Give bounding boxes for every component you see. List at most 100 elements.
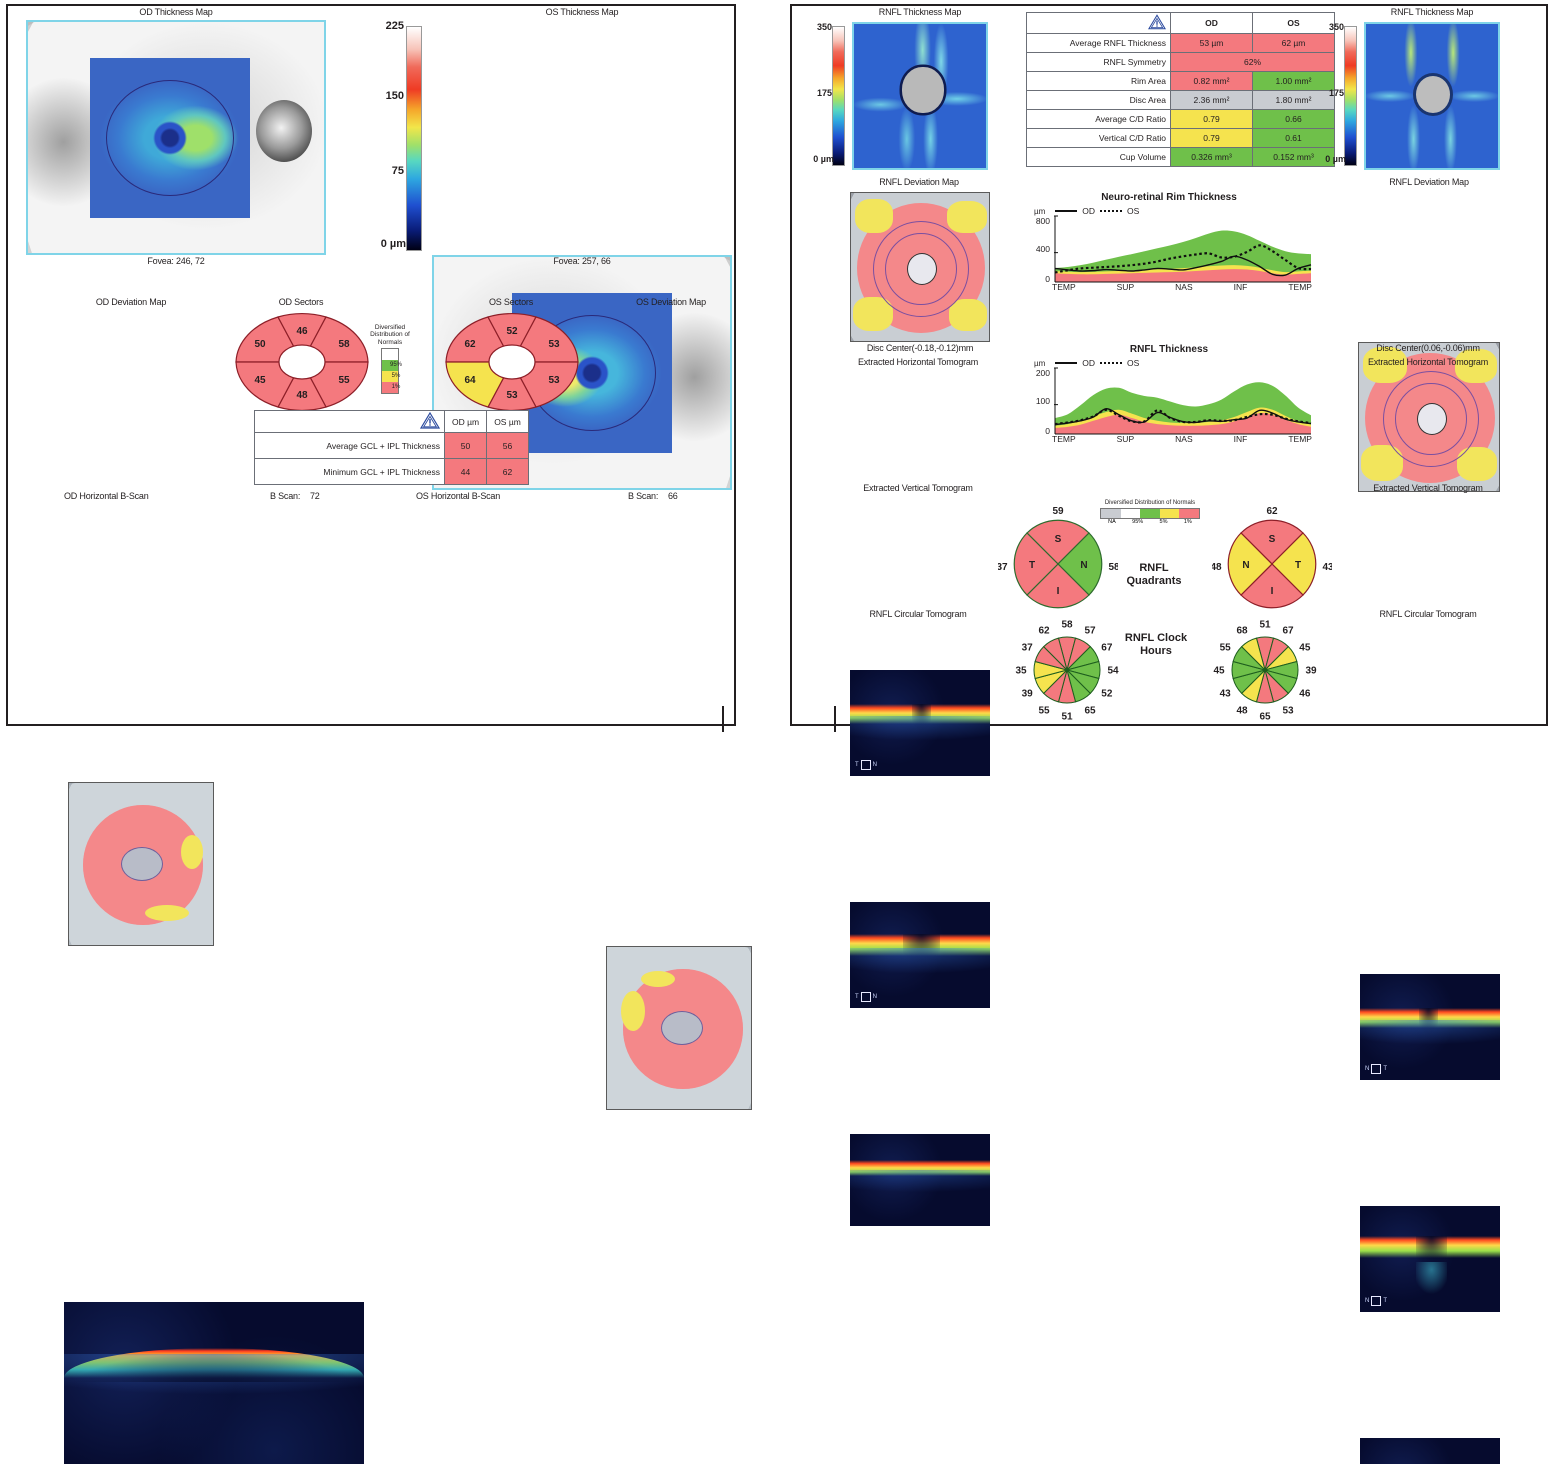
gcl-ipl-summary-table[interactable]: OD µm OS µm Average GCL + IPL Thickness …	[254, 410, 529, 485]
rnfl-colorbar-tick-175: 175	[816, 88, 832, 98]
colorbar-tick-75: 75	[391, 165, 404, 177]
table-row: Disc Area 2.36 mm² 1.80 mm²	[1026, 90, 1335, 110]
oct-report-page: OD Thickness Map Fovea: 246, 72 225 150 …	[6, 4, 1548, 1464]
od-circular-tomogram[interactable]	[850, 1134, 990, 1226]
od-disc-center: Disc Center(-0.18,-0.12)mm	[866, 343, 974, 353]
os-circular-tomogram[interactable]	[1360, 1438, 1500, 1464]
quadrants-legend-1: 1%	[1183, 518, 1192, 525]
normals-legend-caption: Diversified Distribution of Normals	[370, 324, 410, 346]
summary-row4-os: 0.66	[1252, 109, 1335, 129]
normals-legend-bar	[381, 348, 399, 395]
clock-hour-value: 62	[1038, 626, 1050, 637]
clock-hour-value: 51	[1259, 620, 1271, 631]
neuroretinal-rim-thickness-chart[interactable]: Neuro-retinal Rim Thickness µm OD OS 800…	[1024, 192, 1314, 332]
clock-hour-value: 54	[1107, 666, 1119, 677]
macular-ganglion-cell-panel: OD Thickness Map Fovea: 246, 72 225 150 …	[6, 4, 752, 1464]
od-rnfl-thickness-map-title: RNFL Thickness Map	[878, 7, 962, 17]
clock-hour-value: 51	[1061, 712, 1073, 723]
os-quad-nasal-value: 48	[1212, 562, 1222, 573]
od-bscan-title: OD Horizontal B-Scan	[64, 491, 149, 501]
os-rnfl-thickness-map[interactable]	[1364, 22, 1500, 170]
clock-hour-value: 35	[1015, 666, 1027, 677]
od-sectors-chart[interactable]: 46 58 55 48 45 50	[234, 310, 370, 414]
gcl-row1-od: 44	[444, 458, 487, 485]
os-quad-T-label: T	[1295, 560, 1301, 571]
clock-hour-value: 58	[1061, 620, 1073, 631]
rim-ytick-400: 400	[1035, 244, 1050, 254]
os-deviation-map[interactable]	[606, 946, 752, 1110]
rim-ytick-0: 0	[1045, 274, 1050, 284]
rnfl-xtick-2: NAS	[1175, 434, 1193, 444]
gcl-row1-label: Minimum GCL + IPL Thickness	[254, 458, 445, 485]
rim-legend-os-line	[1100, 210, 1123, 212]
summary-row1-label: RNFL Symmetry	[1026, 52, 1171, 72]
table-row: Vertical C/D Ratio 0.79 0.61	[1026, 128, 1335, 148]
od-thickness-map-title: OD Thickness Map	[139, 7, 213, 17]
onh-summary-table[interactable]: OD OS Average RNFL Thickness 53 µm 62 µm…	[1026, 12, 1335, 167]
quadrants-legend-strip	[1100, 507, 1200, 519]
clock-hour-value: 48	[1236, 705, 1248, 716]
warning-triangle-icon	[1026, 12, 1171, 34]
summary-row2-label: Rim Area	[1026, 71, 1171, 91]
rim-xtick-3: INF	[1233, 282, 1248, 292]
clock-hour-value: 68	[1236, 626, 1248, 637]
od-rnfl-thickness-map[interactable]	[852, 22, 988, 170]
os-sector-inferior: 53	[506, 390, 518, 401]
od-quad-T-label: T	[1029, 560, 1035, 571]
os-rnfl-clock-hours[interactable]: 51 67 45 39 46 53 65 48 43 45 55 68	[1206, 614, 1324, 731]
os-sector-inferonasal: 53	[548, 375, 560, 386]
gcl-row0-label: Average GCL + IPL Thickness	[254, 432, 445, 459]
od-rnfl-colorbar: 350 175 0 µm	[806, 22, 848, 170]
table-row: Rim Area 0.82 mm² 1.00 mm²	[1026, 71, 1335, 91]
od-bscan-index-label: B Scan:	[270, 491, 301, 501]
os-sectors-chart[interactable]: 52 53 53 53 64 62	[444, 310, 580, 414]
od-quad-superior-value: 59	[1052, 506, 1064, 517]
rnfl-clock-hours-title: RNFL Clock Hours	[1124, 632, 1188, 658]
od-horizontal-bscan[interactable]: T N	[64, 1302, 364, 1464]
os-quad-superior-value: 62	[1266, 506, 1278, 517]
os-rnfl-thickness-map-title: RNFL Thickness Map	[1390, 7, 1474, 17]
summary-row2-od: 0.82 mm²	[1170, 71, 1253, 91]
rnfl-thickness-chart[interactable]: RNFL Thickness µm OD OS 200 100 0 TEMP S…	[1024, 344, 1314, 484]
summary-row6-od: 0.326 mm³	[1170, 147, 1253, 167]
gcl-row0-os: 56	[486, 432, 529, 459]
panel-edge-tick-right	[834, 706, 836, 732]
clock-hour-value: 65	[1084, 705, 1096, 716]
od-rnfl-quadrants[interactable]: S N I T 59 58 57 37	[996, 502, 1120, 627]
summary-row5-od: 0.79	[1170, 128, 1253, 148]
od-thickness-map[interactable]	[26, 20, 326, 255]
os-rnfl-quadrants[interactable]: S T I N 62 43 55 48	[1210, 502, 1334, 627]
od-fovea-coords: Fovea: 246, 72	[147, 256, 205, 266]
rim-chart-yunit: µm	[1034, 206, 1046, 216]
summary-row5-label: Vertical C/D Ratio	[1026, 128, 1171, 148]
summary-row2-os: 1.00 mm²	[1252, 71, 1335, 91]
os-rnfl-deviation-map[interactable]	[1358, 342, 1500, 492]
od-deviation-map[interactable]	[68, 782, 214, 946]
rim-legend-od-label: OD	[1082, 206, 1096, 216]
os-quad-S-label: S	[1269, 534, 1276, 545]
quadrants-legend-95: 95%	[1132, 518, 1144, 525]
table-row: Average RNFL Thickness 53 µm 62 µm	[1026, 33, 1335, 53]
normals-tick-95: 95%	[390, 362, 403, 369]
rnfl-chart-yunit: µm	[1034, 358, 1046, 368]
os-rnfl-colorbar-tick-175: 175	[1328, 88, 1344, 98]
rnfl-ytick-0: 0	[1045, 426, 1050, 436]
od-rnfl-clock-hours[interactable]: 58 57 67 54 52 65 51 55 39 35 37 62	[1008, 614, 1126, 731]
summary-row4-label: Average C/D Ratio	[1026, 109, 1171, 129]
table-row: Cup Volume 0.326 mm³ 0.152 mm³	[1026, 147, 1335, 167]
rim-ytick-800: 800	[1035, 216, 1050, 226]
rnfl-quadrants-title: RNFL Quadrants	[1126, 562, 1182, 587]
summary-row6-os: 0.152 mm³	[1252, 147, 1335, 167]
os-rnfl-deviation-map-title: RNFL Deviation Map	[1389, 177, 1469, 187]
clock-hour-value: 39	[1305, 666, 1317, 677]
clock-hour-value: 55	[1220, 643, 1232, 654]
od-rnfl-deviation-map[interactable]	[850, 192, 990, 342]
rnfl-chart-title: RNFL Thickness	[1129, 344, 1209, 355]
clock-hour-value: 55	[1038, 705, 1050, 716]
